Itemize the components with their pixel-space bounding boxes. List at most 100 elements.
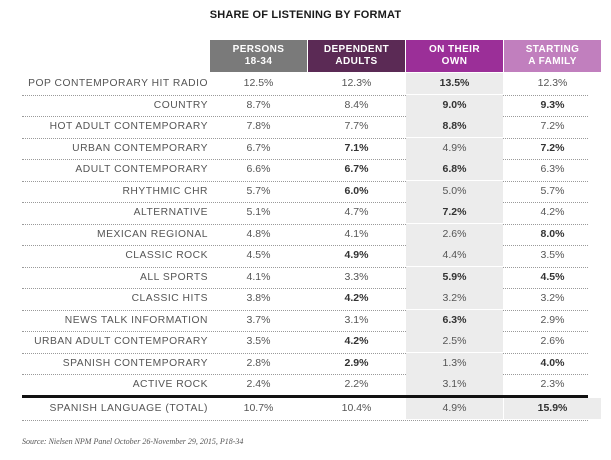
value-cell: 5.9% <box>406 266 503 288</box>
table-row: HOT ADULT CONTEMPORARY 7.8% 7.7% 8.8% 7.2% <box>22 116 588 139</box>
value-cell: 4.1% <box>344 227 369 240</box>
value-cell: 6.3% <box>406 309 503 331</box>
value-cell: 4.1% <box>246 270 271 283</box>
row-label: POP CONTEMPORARY HIT RADIO <box>28 78 208 89</box>
value-cell: 6.6% <box>246 163 271 175</box>
column-header-line1: DEPENDENT <box>323 44 390 55</box>
value-cell: 2.3% <box>540 378 565 390</box>
column-header-3: ON THEIR OWN <box>406 40 503 72</box>
column-header-line2: 18-34 <box>244 56 273 67</box>
value-cell: 7.1% <box>344 141 369 154</box>
chart-title: SHARE OF LISTENING BY FORMAT <box>209 9 402 21</box>
table-row: URBAN ADULT CONTEMPORARY 3.5% 4.2% 2.5% 2.6% <box>22 331 588 354</box>
value-cell: 6.7% <box>246 141 271 154</box>
row-label: ALL SPORTS <box>140 271 208 283</box>
row-label: COUNTRY <box>153 99 208 111</box>
value-cell: 3.1% <box>344 313 369 326</box>
source-note: Source: Nielsen NPM Panel October 26-Nov… <box>22 437 244 446</box>
value-cell: 3.5% <box>246 335 271 347</box>
value-cell: 3.1% <box>406 374 503 395</box>
value-cell: 5.7% <box>540 184 565 197</box>
value-cell: 4.2% <box>344 292 369 304</box>
table-row: RHYTHMIC CHR 5.7% 6.0% 5.0% 5.7% <box>22 180 588 203</box>
value-cell: 6.0% <box>344 184 369 197</box>
table-row: CLASSIC HITS 3.8% 4.2% 3.2% 3.2% <box>22 288 588 311</box>
value-cell: 2.4% <box>246 378 271 390</box>
value-cell: 4.8% <box>246 227 271 240</box>
value-cell: 9.0% <box>406 94 503 116</box>
value-cell: 12.5% <box>243 77 274 89</box>
table-row: POP CONTEMPORARY HIT RADIO 12.5% 12.3% 13.5… <box>22 73 588 96</box>
table-row: MEXICAN REGIONAL 4.8% 4.1% 2.6% 8.0% <box>22 223 588 246</box>
column-header-4: STARTING A FAMILY <box>504 40 601 72</box>
value-cell: 5.0% <box>406 180 503 202</box>
value-cell: 4.2% <box>344 335 369 347</box>
value-cell: 3.2% <box>406 288 503 309</box>
table-row: ACTIVE ROCK 2.4% 2.2% 3.1% 2.3% <box>22 374 588 397</box>
value-cell: 3.5% <box>540 249 565 261</box>
column-header-line1: STARTING <box>525 44 580 55</box>
value-cell: 4.9% <box>406 137 503 159</box>
column-header-line1: ON THEIR <box>429 44 480 55</box>
value-cell: 3.2% <box>540 292 565 304</box>
value-cell: 4.5% <box>246 249 271 261</box>
table-row: URBAN CONTEMPORARY 6.7% 7.1% 4.9% 7.2% <box>22 137 588 160</box>
value-cell: 2.8% <box>246 356 271 369</box>
value-cell: 7.7% <box>344 120 369 132</box>
total-divider <box>22 395 588 398</box>
value-cell: 4.0% <box>540 356 565 369</box>
table-row: ALL SPORTS 4.1% 3.3% 5.9% 4.5% <box>22 266 588 289</box>
value-cell: 7.2% <box>406 202 503 223</box>
value-cell: 7.8% <box>246 120 271 132</box>
value-cell: 4.2% <box>540 206 565 218</box>
row-label: SPANISH LANGUAGE (TOTAL) <box>49 403 208 414</box>
column-header-2: DEPENDENT ADULTS <box>308 40 405 72</box>
value-cell: 10.7% <box>243 402 274 414</box>
value-cell: 1.3% <box>406 352 503 374</box>
table-row: SPANISH CONTEMPORARY 2.8% 2.9% 1.3% 4.0% <box>22 352 588 375</box>
value-cell: 2.5% <box>406 331 503 352</box>
table-row: ALTERNATIVE 5.1% 4.7% 7.2% 4.2% <box>22 202 588 225</box>
row-label: CLASSIC HITS <box>131 293 208 304</box>
row-label: ACTIVE ROCK <box>132 379 208 390</box>
column-header-line2: ADULTS <box>335 56 378 67</box>
value-cell: 6.3% <box>540 163 565 175</box>
value-cell: 3.3% <box>344 270 369 283</box>
value-cell: 7.2% <box>540 141 565 154</box>
value-cell: 6.7% <box>344 163 369 175</box>
row-label: HOT ADULT CONTEMPORARY <box>49 121 208 132</box>
column-header-line2: OWN <box>441 56 468 67</box>
value-cell: 2.9% <box>344 356 369 369</box>
value-cell: 8.8% <box>406 116 503 137</box>
total-row: SPANISH LANGUAGE (TOTAL) 10.7% 10.4% 4.9% 15… <box>22 398 601 421</box>
table-row: CLASSIC ROCK 4.5% 4.9% 4.4% 3.5% <box>22 245 588 268</box>
column-header-line1: PERSONS <box>232 44 285 55</box>
row-label: MEXICAN REGIONAL <box>97 228 208 240</box>
value-cell: 2.2% <box>344 378 369 390</box>
value-cell: 8.4% <box>344 98 369 111</box>
value-cell: 4.5% <box>540 270 565 283</box>
value-cell: 4.9% <box>406 398 503 419</box>
value-cell: 4.7% <box>344 206 369 218</box>
row-label: SPANISH CONTEMPORARY <box>62 357 208 369</box>
column-header-line2: A FAMILY <box>528 56 577 67</box>
row-label: ALTERNATIVE <box>133 207 208 218</box>
column-header-1: PERSONS 18-34 <box>210 40 307 72</box>
value-cell: 3.8% <box>246 292 271 304</box>
table-row: ADULT CONTEMPORARY 6.6% 6.7% 6.8% 6.3% <box>22 159 588 182</box>
value-cell: 12.3% <box>537 77 568 89</box>
value-cell: 5.1% <box>246 206 271 218</box>
value-cell: 7.2% <box>540 120 565 132</box>
value-cell: 10.4% <box>341 402 372 414</box>
row-label: URBAN CONTEMPORARY <box>72 142 208 154</box>
value-cell: 8.0% <box>540 227 565 240</box>
value-cell: 4.9% <box>344 249 369 261</box>
row-label: NEWS TALK INFORMATION <box>64 314 208 326</box>
value-cell: 2.9% <box>540 313 565 326</box>
value-cell: 3.7% <box>246 313 271 326</box>
value-cell: 2.6% <box>540 335 565 347</box>
table-row: COUNTRY 8.7% 8.4% 9.0% 9.3% <box>22 94 588 117</box>
row-label: ADULT CONTEMPORARY <box>75 164 208 175</box>
value-cell: 6.8% <box>406 159 503 180</box>
row-label: CLASSIC ROCK <box>125 250 208 261</box>
